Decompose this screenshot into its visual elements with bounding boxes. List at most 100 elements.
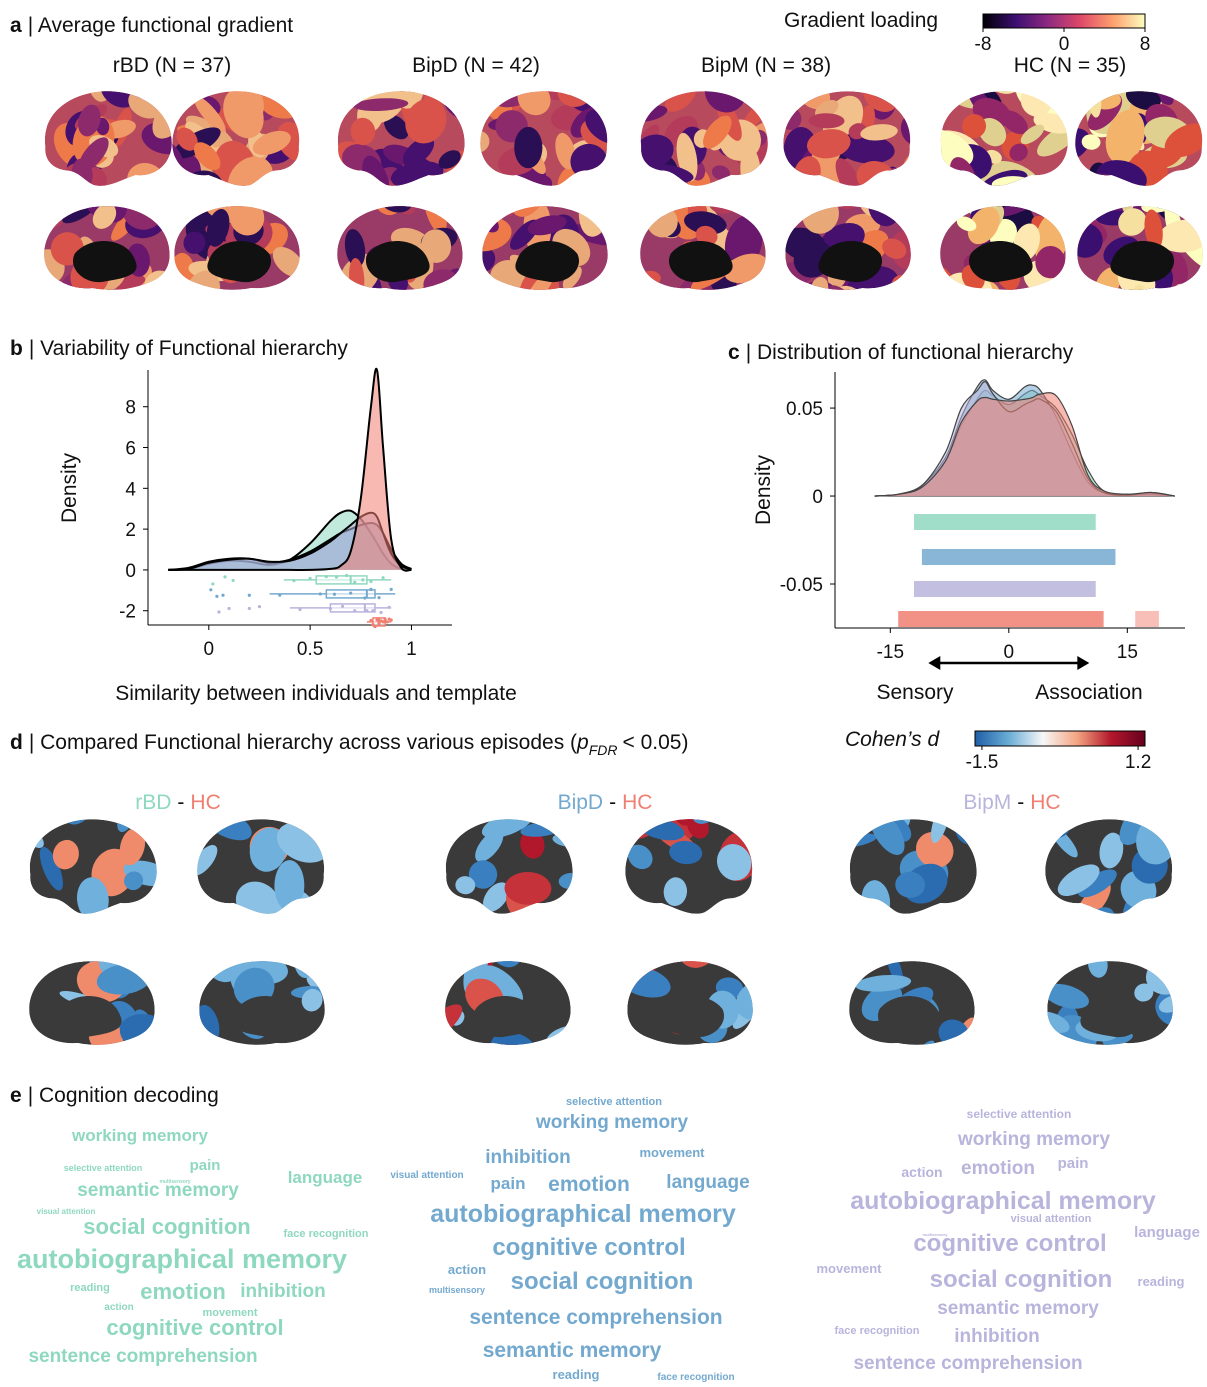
colorbar-label: Cohen’s d <box>845 728 941 751</box>
panel-e-title: e | Cognition decoding <box>10 1084 219 1107</box>
brain-surface <box>785 206 911 290</box>
cloud-word: emotion <box>140 1279 226 1304</box>
brain <box>640 206 766 290</box>
brain-parcel <box>194 96 226 133</box>
brain-surface <box>1075 91 1203 186</box>
brain-parcel <box>555 132 576 170</box>
cloud-word: working memory <box>71 1126 209 1145</box>
brain-parcel <box>124 871 144 891</box>
brain-parcel <box>480 130 490 153</box>
comparison-label: rBD - HC <box>135 791 221 814</box>
brain-parcel <box>1134 983 1154 1002</box>
stat: p <box>576 731 589 754</box>
group-label: rBD (N = 37) <box>113 54 231 77</box>
brain-parcel <box>1094 267 1121 290</box>
annotation: Sensory <box>876 681 954 704</box>
brain-core <box>515 241 580 283</box>
brain-surface <box>445 961 571 1045</box>
brain-parcel <box>569 821 573 849</box>
brain <box>1077 179 1203 290</box>
point <box>308 576 312 581</box>
brain-parcel <box>1047 1011 1070 1033</box>
brain <box>625 819 753 914</box>
x-tick-label: 0.5 <box>297 639 323 660</box>
brain-parcel <box>1037 123 1068 157</box>
brain-parcel <box>173 180 203 186</box>
brain-parcel <box>1077 869 1117 898</box>
brain-parcel <box>174 252 195 290</box>
brain-parcel <box>890 229 911 271</box>
point <box>247 593 251 597</box>
brain-parcel <box>405 98 447 144</box>
threshold: < 0.05) <box>623 731 689 754</box>
brain-parcel <box>252 130 291 156</box>
brain-surface <box>640 206 766 290</box>
chart-title: c | Distribution of functional hierarchy <box>728 341 1074 364</box>
point <box>318 592 322 596</box>
brain-parcel <box>482 245 496 274</box>
cloud-word: inhibition <box>485 1147 570 1168</box>
brain-parcel <box>78 137 109 172</box>
brain-parcel <box>92 206 117 229</box>
cloud-word: pain <box>190 1157 221 1174</box>
cloud-word: multisensory <box>159 1179 190 1185</box>
box <box>315 575 368 585</box>
panel-letter: a <box>10 14 22 37</box>
brain-parcel <box>1077 173 1119 186</box>
point <box>292 579 296 583</box>
brain-parcel <box>52 839 79 870</box>
cloud-word: reading <box>553 1367 600 1382</box>
point <box>387 605 391 609</box>
brain-parcel <box>482 278 501 290</box>
brain-surface <box>199 961 325 1045</box>
y-tick-label: 4 <box>125 479 136 500</box>
brain-parcel <box>468 860 498 889</box>
cloud-word: visual attention <box>37 1207 96 1216</box>
cloud-word: working memory <box>535 1112 688 1133</box>
brain-core <box>232 996 297 1038</box>
brain-parcel <box>835 158 863 186</box>
brain-surface <box>1077 179 1203 290</box>
brain-core <box>57 996 122 1038</box>
point <box>247 606 251 611</box>
point <box>381 620 385 624</box>
group-name: HC <box>190 791 220 814</box>
brain-surface <box>849 961 975 1045</box>
group-label: BipD (N = 42) <box>412 54 540 77</box>
group-name: rBD <box>135 791 171 814</box>
brain-parcel <box>1081 179 1115 206</box>
brain-core <box>660 996 725 1038</box>
cloud-word: autobiographical memory <box>850 1187 1156 1215</box>
cloud-word: multisensory <box>923 1232 949 1237</box>
strip <box>914 581 1096 597</box>
brain-parcel <box>695 225 718 246</box>
brain-parcel <box>1105 109 1145 164</box>
brain-parcel <box>915 831 954 868</box>
brain-parcel <box>558 872 573 890</box>
brain-parcel <box>1035 245 1066 279</box>
panel-title: | Average functional gradient <box>28 14 294 37</box>
y-tick-label: 0 <box>125 561 136 582</box>
brain-surface <box>627 961 753 1045</box>
separator: - <box>609 791 616 814</box>
cloud-word: selective attention <box>64 1163 143 1173</box>
x-tick-label: 0 <box>204 639 215 660</box>
cloud-word: face recognition <box>835 1325 920 1337</box>
cloud-word: reading <box>1138 1274 1185 1289</box>
brain-parcel <box>1087 961 1108 978</box>
y-axis-label: Density <box>58 452 81 523</box>
strip <box>914 514 1096 530</box>
cloud-word: movement <box>639 1145 705 1160</box>
brain <box>640 91 768 186</box>
brain-parcel <box>962 114 987 138</box>
brain-parcel <box>227 156 274 186</box>
point <box>375 618 379 622</box>
brain-parcel <box>301 988 323 1012</box>
strip <box>898 611 1104 627</box>
x-tick-label: 1 <box>406 639 417 660</box>
brain-parcel <box>193 142 221 171</box>
brain-parcel <box>576 91 599 100</box>
panel-letter: c <box>728 341 740 364</box>
brain-parcel <box>517 91 551 116</box>
brain-parcel <box>1077 223 1103 258</box>
